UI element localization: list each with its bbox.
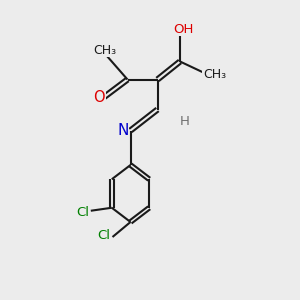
Text: Cl: Cl (76, 206, 89, 219)
Text: Cl: Cl (98, 229, 111, 242)
Text: H: H (180, 115, 189, 128)
Text: OH: OH (173, 22, 193, 36)
Text: O: O (93, 90, 105, 105)
Text: CH₃: CH₃ (203, 68, 226, 82)
Text: CH₃: CH₃ (93, 44, 117, 57)
Text: N: N (117, 123, 129, 138)
